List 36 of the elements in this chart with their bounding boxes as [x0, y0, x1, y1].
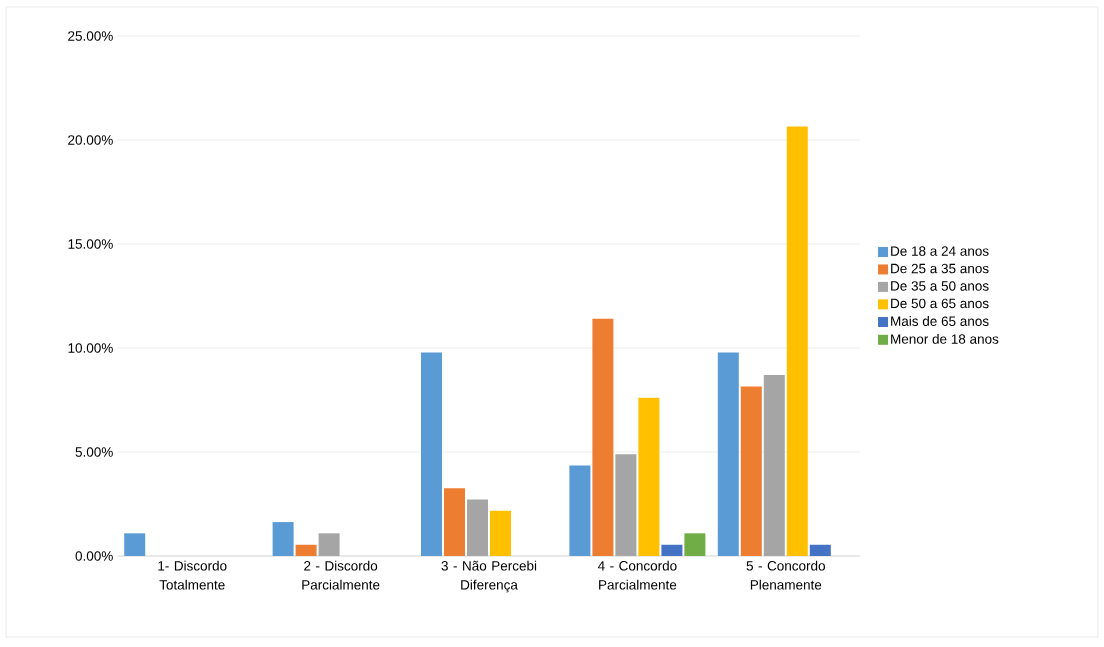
bar [272, 522, 294, 556]
y-tick-label: 10.00% [68, 343, 113, 353]
legend-label: Menor de 18 anos [891, 333, 999, 344]
bar [763, 375, 785, 556]
bar [124, 533, 146, 556]
x-tick-label: 1- Discordo Totalmente [158, 560, 227, 590]
y-tick-label: 5.00% [75, 447, 113, 457]
bar [661, 544, 683, 556]
y-tick-label: 15.00% [68, 239, 113, 249]
y-tick-label: 20.00% [68, 135, 113, 145]
bar [295, 544, 317, 556]
legend-label: Mais de 65 anos [891, 316, 989, 326]
bar [569, 465, 591, 556]
bar [786, 126, 808, 556]
bar [421, 352, 442, 556]
bar [717, 352, 739, 556]
bar [740, 386, 762, 556]
bar [592, 318, 614, 556]
x-tick-label: 4 - Concordo Parcialmente [597, 560, 677, 590]
x-tick-label: 5 - Concordo Plenamente [746, 560, 825, 590]
legend-label: De 18 a 24 anos [891, 246, 989, 256]
y-tick-label: 25.00% [68, 31, 113, 41]
legend-label: De 50 a 65 anos [891, 298, 989, 309]
bar [615, 454, 637, 556]
bar [809, 544, 831, 556]
bar [490, 510, 511, 556]
bar [684, 533, 706, 556]
bar [638, 397, 660, 556]
legend-label: De 35 a 50 anos [891, 281, 989, 291]
legend-label: De 25 a 35 anos [891, 263, 989, 274]
bar [467, 499, 488, 556]
bar [444, 488, 465, 556]
y-tick-label: 0.00% [75, 551, 113, 561]
x-tick-label: 3 - Não Percebi Diferença [441, 560, 537, 593]
bar [318, 533, 340, 556]
x-tick-label: 2 - Discordo Parcialmente [302, 560, 380, 590]
